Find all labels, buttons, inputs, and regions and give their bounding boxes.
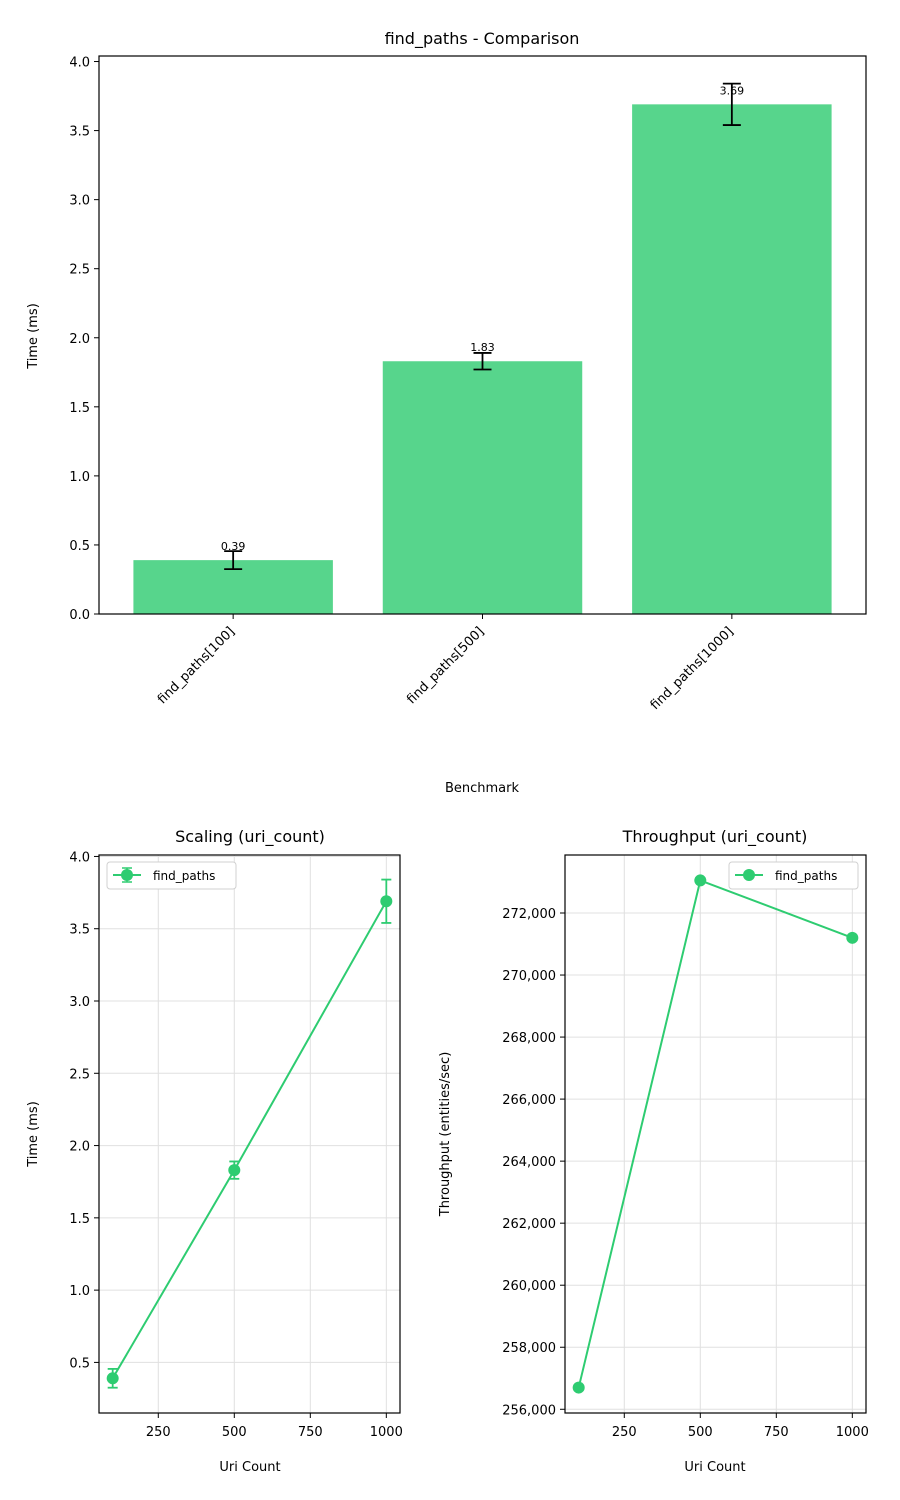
bar-chart-title: find_paths - Comparison [385, 29, 580, 49]
y-tick-label: 1.0 [69, 470, 90, 485]
legend-marker [743, 869, 755, 881]
data-point [846, 931, 859, 944]
legend-box [728, 861, 859, 890]
legend: find_paths [106, 861, 237, 890]
data-label: 1.83 [470, 341, 495, 354]
throughput-chart-ylabel: Throughput (entities/sec) [438, 1052, 453, 1218]
axes-frame [98, 854, 401, 1414]
data-point [694, 874, 707, 887]
throughput-chart-xlabel: Uri Count [684, 1460, 745, 1475]
data-point [572, 1381, 585, 1394]
bar-chart-xlabel: Benchmark [445, 781, 520, 796]
x-tick-label: 250 [146, 1425, 171, 1440]
data-point [228, 1164, 241, 1177]
y-tick-label: 270,000 [502, 969, 556, 984]
x-tick-label: 250 [612, 1425, 637, 1440]
data-point [380, 895, 393, 908]
data-point [106, 1372, 119, 1385]
data-label: 3.69 [720, 84, 745, 97]
series-line [111, 900, 388, 1379]
y-tick-label: 272,000 [502, 907, 556, 922]
y-tick-label: 260,000 [502, 1279, 556, 1294]
y-tick-label: 2.5 [69, 1067, 90, 1082]
legend-box [106, 861, 237, 890]
y-tick-label: 268,000 [502, 1031, 556, 1046]
y-tick-label: 262,000 [502, 1217, 556, 1232]
x-tick-label: 750 [298, 1425, 323, 1440]
legend-label: find_paths [153, 869, 215, 883]
throughput-chart-title: Throughput (uri_count) [622, 827, 808, 847]
y-tick-label: 258,000 [502, 1341, 556, 1356]
bar [632, 104, 832, 614]
x-tick-label: 500 [222, 1425, 247, 1440]
x-tick-label: find_paths[100] [155, 624, 238, 707]
bar-chart-ylabel: Time (ms) [26, 303, 41, 370]
y-tick-label: 2.0 [69, 1140, 90, 1155]
scaling-chart-ylabel: Time (ms) [26, 1101, 41, 1168]
y-tick-label: 0.5 [69, 539, 90, 554]
x-tick-label: find_paths[1000] [648, 624, 737, 713]
y-tick-label: 4.0 [69, 56, 90, 71]
x-tick-label: 500 [688, 1425, 713, 1440]
y-tick-label: 2.5 [69, 263, 90, 278]
y-tick-label: 1.5 [69, 1212, 90, 1227]
y-tick-label: 3.0 [69, 194, 90, 209]
x-tick-label: 1000 [370, 1425, 403, 1440]
legend-label: find_paths [775, 869, 837, 883]
y-tick-label: 1.0 [69, 1284, 90, 1299]
series-line [577, 879, 853, 1388]
bar [382, 361, 583, 614]
y-tick-label: 264,000 [502, 1155, 556, 1170]
axes-frame [564, 854, 867, 1414]
y-tick-label: 3.5 [69, 125, 90, 140]
y-tick-label: 0.0 [69, 608, 90, 623]
legend: find_paths [728, 861, 859, 890]
scaling-chart-title: Scaling (uri_count) [175, 827, 325, 847]
y-tick-label: 3.0 [69, 995, 90, 1010]
y-tick-label: 3.5 [69, 923, 90, 938]
data-label: 0.39 [221, 540, 246, 553]
y-tick-label: 0.5 [69, 1356, 90, 1371]
y-tick-label: 256,000 [502, 1403, 556, 1418]
y-tick-label: 266,000 [502, 1093, 556, 1108]
legend-marker [121, 869, 133, 881]
x-tick-label: 1000 [836, 1425, 869, 1440]
axes-frame [98, 55, 867, 615]
y-tick-label: 4.0 [69, 850, 90, 865]
x-tick-label: 750 [764, 1425, 789, 1440]
y-tick-label: 1.5 [69, 401, 90, 416]
x-tick-label: find_paths[500] [404, 624, 487, 707]
scaling-chart-xlabel: Uri Count [219, 1460, 280, 1475]
y-tick-label: 2.0 [69, 332, 90, 347]
